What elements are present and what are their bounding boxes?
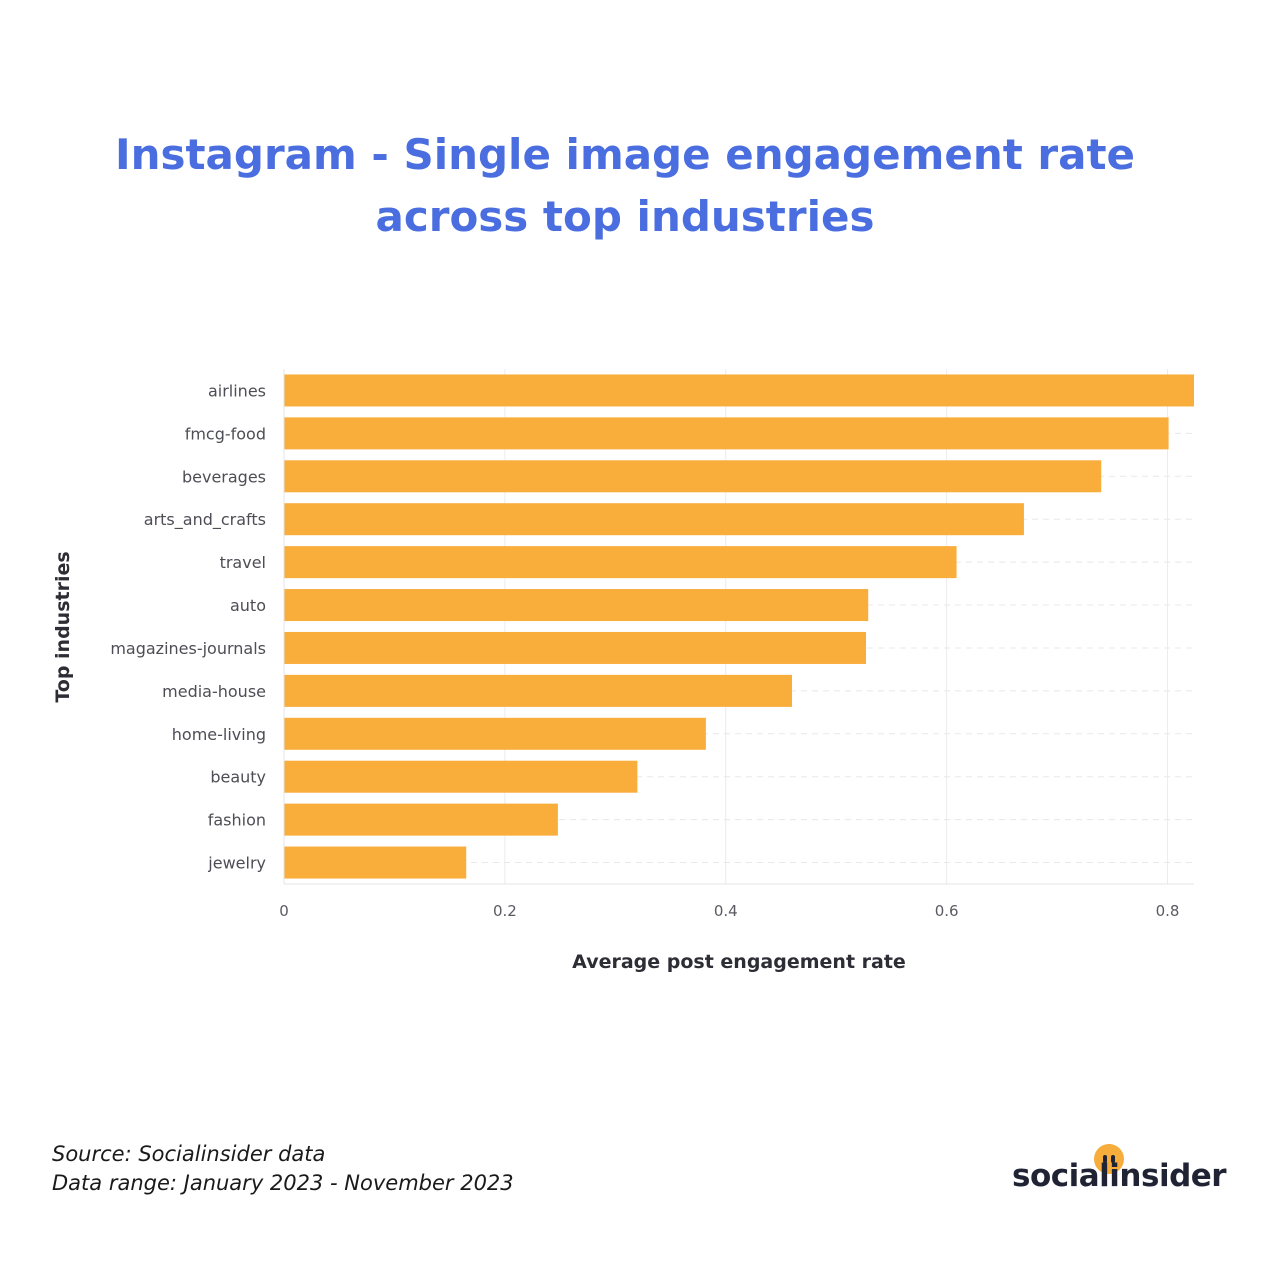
bar-travel [284,546,957,579]
category-label: beauty [210,768,266,787]
x-tick-label: 0.4 [714,902,738,920]
y-axis-title: Top industries [52,551,74,702]
category-label: media-house [162,682,266,701]
bar-auto [284,589,869,622]
bar-airlines [284,374,1194,407]
brand-name: socialinsider [1012,1158,1227,1194]
bar-magazines-journals [284,631,867,664]
category-label: jewelry [207,854,266,873]
brand-logo-icon [1094,1144,1124,1174]
bar-media-house [284,674,793,707]
bar-beverages [284,460,1102,493]
chart-title: Instagram - Single image engagement rate… [60,124,1190,248]
category-label: fashion [208,811,266,830]
x-tick-label: 0.6 [935,902,959,920]
bar-home-living [284,717,706,750]
x-axis-title: Average post engagement rate [572,951,906,973]
category-label: travel [220,553,266,572]
category-label: beverages [182,467,266,486]
bar-fashion [284,803,558,836]
data-range-note: Data range: January 2023 - November 2023 [52,1171,514,1195]
bar-fmcg-food [284,417,1169,450]
bar-jewelry [284,846,467,879]
x-tick-label: 0.2 [493,902,517,920]
title-line-1: Instagram - Single image engagement rate [114,130,1136,179]
x-tick-label: 0 [279,902,289,920]
category-label: airlines [208,381,266,400]
title-line-2: across top industries [375,192,875,241]
category-label: arts_and_crafts [144,510,266,530]
category-label: fmcg-food [185,424,266,443]
footer-notes: Source: Socialinsider data Data range: J… [52,1140,514,1198]
category-label: home-living [172,725,266,744]
bar-arts_and_crafts [284,503,1024,536]
x-tick-label: 0.8 [1156,902,1180,920]
category-label: auto [230,596,266,615]
source-note: Source: Socialinsider data [52,1142,326,1166]
bar-beauty [284,760,638,793]
category-label: magazines-journals [110,639,266,658]
